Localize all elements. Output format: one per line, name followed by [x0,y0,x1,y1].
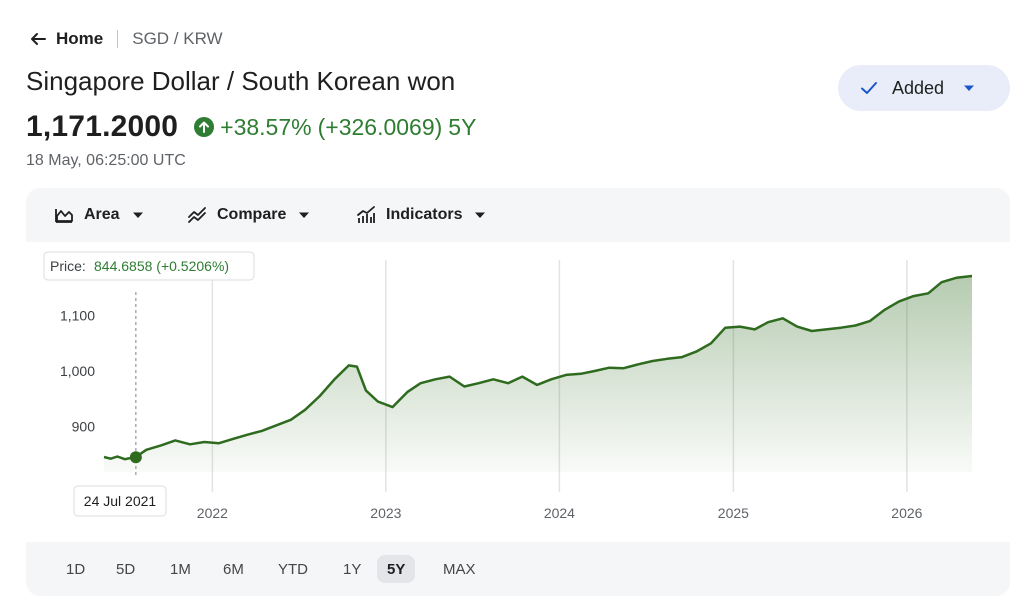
price-tooltip-box [43,251,255,281]
change-absolute: (+326.0069) [317,113,443,140]
time-range-selector: 1D 5D 1M 6M YTD 1Y 5Y MAX [26,542,1010,596]
dropdown-arrow-icon [475,212,486,218]
x-tick-label: 2023 [370,505,401,521]
date-tooltip-label: 24 Jul 2021 [84,493,157,509]
range-5y[interactable]: 5Y [377,555,416,583]
page-title: Singapore Dollar / South Korean won [26,66,456,96]
range-6m[interactable]: 6M [223,560,244,578]
caret-down-icon [964,85,975,91]
range-max[interactable]: MAX [443,560,476,578]
x-tick-label: 2022 [197,505,228,521]
date-tooltip-box [73,485,167,517]
compare-lines-icon [188,207,206,223]
price-tooltip-label: Price: [50,258,86,274]
range-1d[interactable]: 1D [66,560,86,578]
chart-panel: Area Compare Indicators [26,188,1010,596]
indicators-icon [357,206,375,223]
x-tick-label: 2026 [891,505,922,521]
price-chart[interactable]: 2022 2023 2024 2025 2026 900 1,000 1,100 Price:… [26,242,1010,542]
change-percent: +38.57% [220,113,312,140]
chart-type-dropdown[interactable]: Area [54,204,144,226]
indicators-label: Indicators [386,206,463,223]
x-tick-label: 2024 [544,505,575,521]
y-tick-label: 900 [72,419,96,435]
chart-toolbar: Area Compare Indicators [26,188,1010,242]
area-chart-icon [55,209,73,223]
dropdown-arrow-icon [132,212,143,218]
chart-area[interactable]: 2022 2023 2024 2025 2026 900 1,000 1,100 Price:… [26,242,1010,542]
compare-dropdown[interactable]: Compare [187,204,310,226]
breadcrumb: Home SGD / KRW [28,28,223,50]
arrow-up-circle-icon [194,117,215,137]
price-timestamp: 18 May, 06:25:00 UTC [26,152,186,169]
check-icon [861,82,877,94]
breadcrumb-divider [117,30,119,48]
chart-type-label: Area [84,206,120,223]
compare-label: Compare [217,206,287,223]
hover-data-point [129,451,142,464]
price-row: 1,171.2000 +38.57% (+326.0069) 5Y [26,110,482,144]
range-1m[interactable]: 1M [170,560,191,578]
y-tick-label: 1,100 [60,308,95,324]
range-ytd[interactable]: YTD [278,560,308,578]
added-button-label: Added [892,77,945,98]
range-5d[interactable]: 5D [116,560,136,578]
area-fill [104,276,972,472]
current-price: 1,171.2000 [26,110,179,143]
y-tick-label: 1,000 [60,363,95,379]
range-1y[interactable]: 1Y [343,560,362,578]
price-line [103,274,973,461]
breadcrumb-home-link[interactable]: Home [56,29,104,48]
dropdown-arrow-icon [299,212,310,218]
price-tooltip-value: 844.6858 (+0.5206%) [94,258,229,274]
indicators-dropdown[interactable]: Indicators [356,204,486,226]
back-arrow-icon[interactable] [28,29,48,49]
x-tick-label: 2025 [718,505,749,521]
price-change: +38.57% (+326.0069) 5Y [220,114,482,141]
change-period: 5Y [448,113,477,140]
added-watchlist-button[interactable]: Added [838,65,1010,111]
breadcrumb-pair: SGD / KRW [132,29,223,48]
